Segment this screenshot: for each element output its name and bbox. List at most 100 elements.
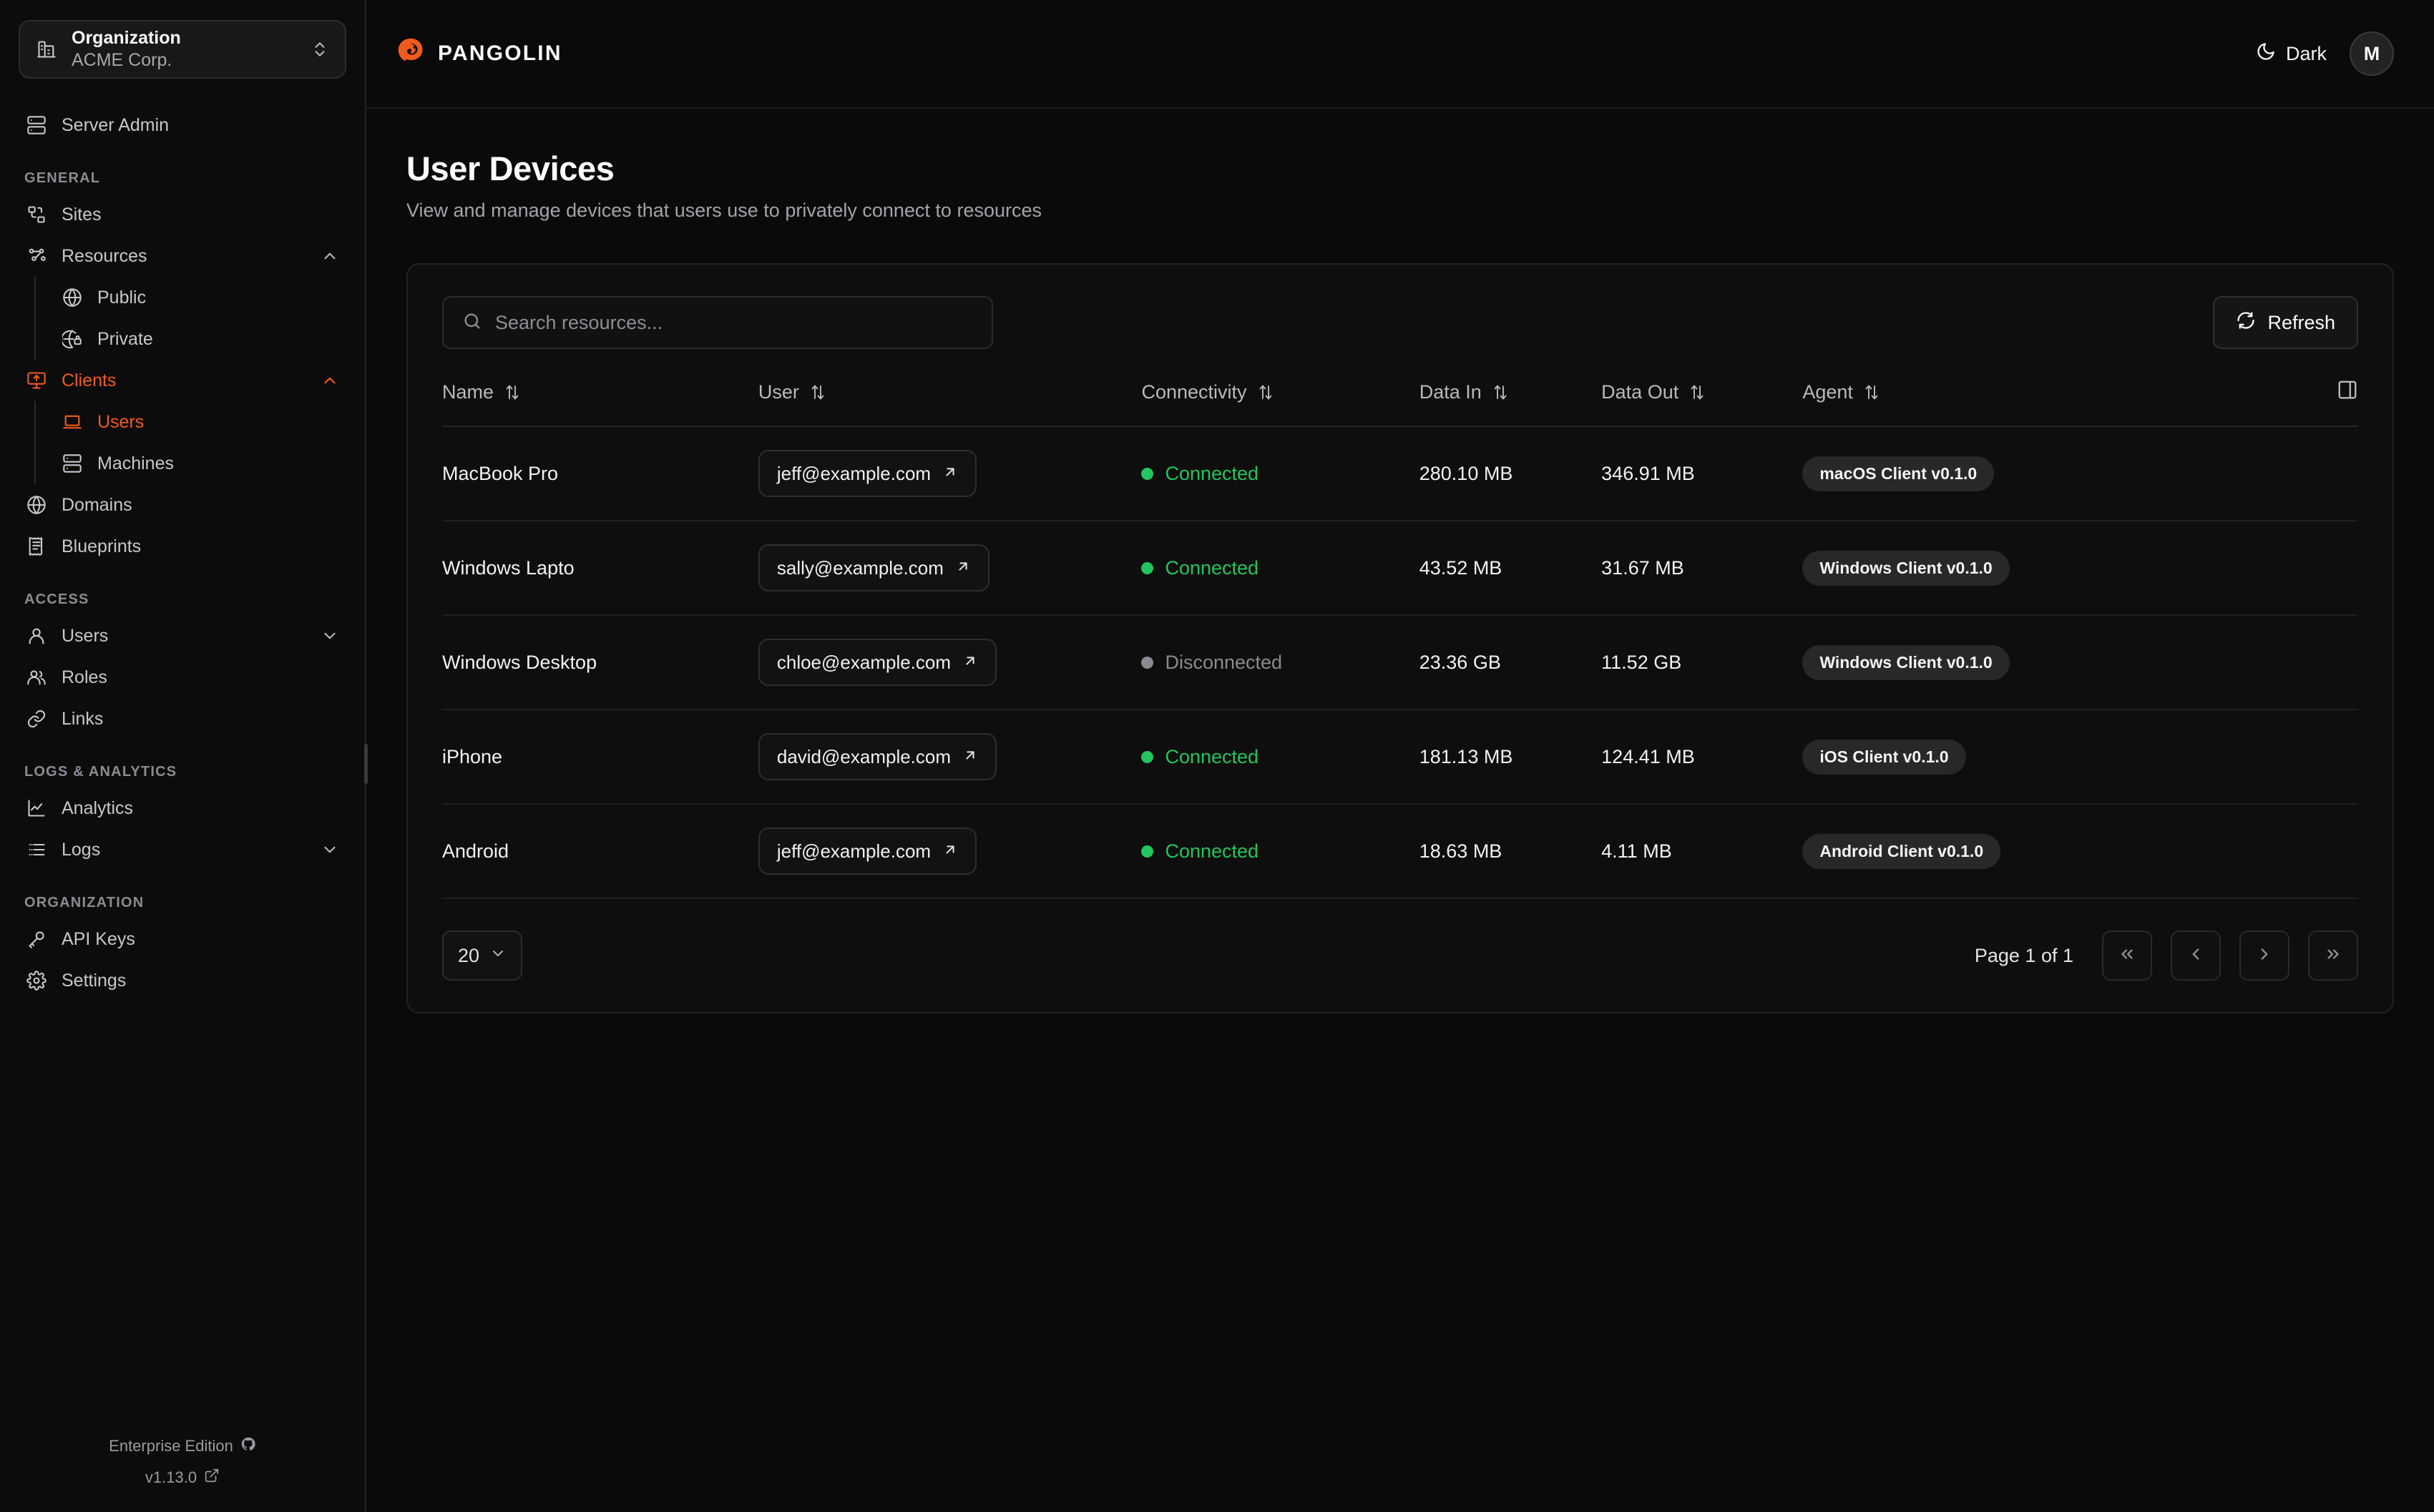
user-link-chip[interactable]: david@example.com [758, 733, 997, 780]
column-label: Name [442, 381, 494, 403]
org-switcher[interactable]: Organization ACME Corp. [19, 20, 346, 79]
search-input[interactable] [495, 311, 973, 334]
last-page-button[interactable] [2308, 931, 2358, 981]
cell-data-out: 4.11 MB [1601, 804, 1803, 899]
sidebar-item-label: Clients [62, 370, 117, 391]
user-email: jeff@example.com [776, 462, 932, 484]
sidebar-item-blueprints[interactable]: Blueprints [19, 526, 346, 567]
edition-label: Enterprise Edition [109, 1437, 233, 1455]
gear-icon [26, 970, 47, 991]
table-row[interactable]: Windows Lapto sally@example.com [442, 521, 2358, 616]
status-label: Connected [1165, 462, 1259, 484]
arrow-up-right-icon [942, 840, 958, 863]
chevron-up-icon[interactable] [321, 247, 339, 265]
first-page-button[interactable] [2102, 931, 2152, 981]
table-row[interactable]: Android jeff@example.com Conne [442, 804, 2358, 899]
sidebar-item-users-clients[interactable]: Users [54, 401, 346, 443]
sidebar-item-settings[interactable]: Settings [19, 960, 346, 1001]
next-page-button[interactable] [2239, 931, 2289, 981]
search-box[interactable] [442, 296, 993, 349]
sidebar-item-users-access[interactable]: Users [19, 615, 346, 657]
edition-link[interactable]: Enterprise Edition [109, 1436, 256, 1456]
cell-data-in: 280.10 MB [1419, 426, 1602, 521]
cell-actions [2281, 426, 2358, 521]
status-dot [1141, 467, 1154, 480]
chevron-up-icon[interactable] [321, 371, 339, 390]
user-email: david@example.com [776, 745, 952, 767]
page-size-select[interactable]: 20 [442, 931, 522, 981]
column-header-agent[interactable]: Agent [1802, 379, 2282, 427]
version-link[interactable]: v1.13.0 [145, 1468, 220, 1488]
globe-icon [62, 287, 83, 308]
column-header-name[interactable]: Name [442, 379, 758, 427]
refresh-button[interactable]: Refresh [2213, 296, 2358, 349]
sidebar-item-server-admin[interactable]: Server Admin [19, 104, 346, 146]
cell-data-out: 346.91 MB [1601, 426, 1803, 521]
column-label: Connectivity [1141, 381, 1247, 403]
theme-toggle[interactable]: Dark [2256, 41, 2327, 67]
user-link-chip[interactable]: sally@example.com [758, 544, 989, 591]
column-visibility-toggle[interactable] [2281, 379, 2358, 427]
column-header-data-out[interactable]: Data Out [1601, 379, 1803, 427]
sidebar-item-machines[interactable]: Machines [54, 443, 346, 484]
sidebar-item-label: Public [97, 287, 147, 308]
sidebar-item-public[interactable]: Public [54, 277, 346, 318]
sidebar-item-roles[interactable]: Roles [19, 657, 346, 698]
sidebar-item-label: Private [97, 328, 153, 349]
agent-badge: macOS Client v0.1.0 [1802, 456, 1995, 491]
sidebar-item-sites[interactable]: Sites [19, 194, 346, 235]
building-icon [36, 39, 57, 60]
sidebar-item-label: Sites [62, 204, 102, 225]
avatar[interactable]: M [2350, 31, 2394, 76]
sidebar-item-label: Machines [97, 453, 174, 473]
devices-panel: Refresh Name [406, 263, 2394, 1013]
sidebar-item-clients[interactable]: Clients [19, 360, 346, 401]
column-header-connectivity[interactable]: Connectivity [1141, 379, 1419, 427]
external-link-icon [204, 1468, 220, 1488]
sidebar-item-analytics[interactable]: Analytics [19, 787, 346, 829]
cell-agent: Android Client v0.1.0 [1802, 804, 2282, 899]
chevrons-right-icon [2324, 945, 2342, 967]
chevron-down-icon[interactable] [321, 627, 339, 645]
table-row[interactable]: MacBook Pro jeff@example.com C [442, 426, 2358, 521]
refresh-icon [2236, 310, 2256, 335]
user-link-chip[interactable]: chloe@example.com [758, 639, 997, 686]
topbar: PANGOLIN Dark M [366, 0, 2434, 109]
cell-agent: iOS Client v0.1.0 [1802, 710, 2282, 805]
user-link-chip[interactable]: jeff@example.com [758, 450, 977, 497]
column-label: Agent [1802, 381, 1853, 403]
sidebar-item-logs[interactable]: Logs [19, 829, 346, 870]
link-icon [26, 708, 47, 730]
sidebar-section-logs-analytics: LOGS & ANALYTICS [24, 764, 177, 780]
sidebar-item-resources[interactable]: Resources [19, 235, 346, 277]
resources-icon [26, 245, 47, 267]
cell-actions [2281, 804, 2358, 899]
chevron-down-icon[interactable] [321, 840, 339, 859]
cell-name: Windows Desktop [442, 615, 758, 710]
column-header-user[interactable]: User [758, 379, 1142, 427]
user-link-chip[interactable]: jeff@example.com [758, 828, 977, 875]
sidebar-item-label: Logs [62, 839, 101, 860]
page-title: User Devices [406, 149, 615, 187]
status-label: Connected [1165, 745, 1259, 767]
user-email: sally@example.com [776, 556, 944, 579]
sidebar-item-private[interactable]: Private [54, 318, 346, 360]
sort-icon [1257, 383, 1274, 402]
sidebar-item-domains[interactable]: Domains [19, 484, 346, 526]
sort-icon [1688, 383, 1706, 402]
version-label: v1.13.0 [145, 1468, 197, 1486]
table-row[interactable]: iPhone david@example.com Conne [442, 710, 2358, 805]
column-header-data-in[interactable]: Data In [1419, 379, 1602, 427]
table-row[interactable]: Windows Desktop chloe@example.com [442, 615, 2358, 710]
sidebar-resize-handle[interactable] [364, 744, 368, 784]
brand[interactable]: PANGOLIN [395, 36, 562, 72]
sidebar-item-links[interactable]: Links [19, 698, 346, 740]
cell-connectivity: Disconnected [1141, 615, 1419, 710]
previous-page-button[interactable] [2171, 931, 2221, 981]
sort-icon [1492, 383, 1509, 402]
cell-name: Android [442, 804, 758, 899]
main-content: PANGOLIN Dark M User Devices View and ma… [366, 0, 2434, 1512]
status-dot [1141, 845, 1154, 858]
sidebar-item-api-keys[interactable]: API Keys [19, 918, 346, 960]
